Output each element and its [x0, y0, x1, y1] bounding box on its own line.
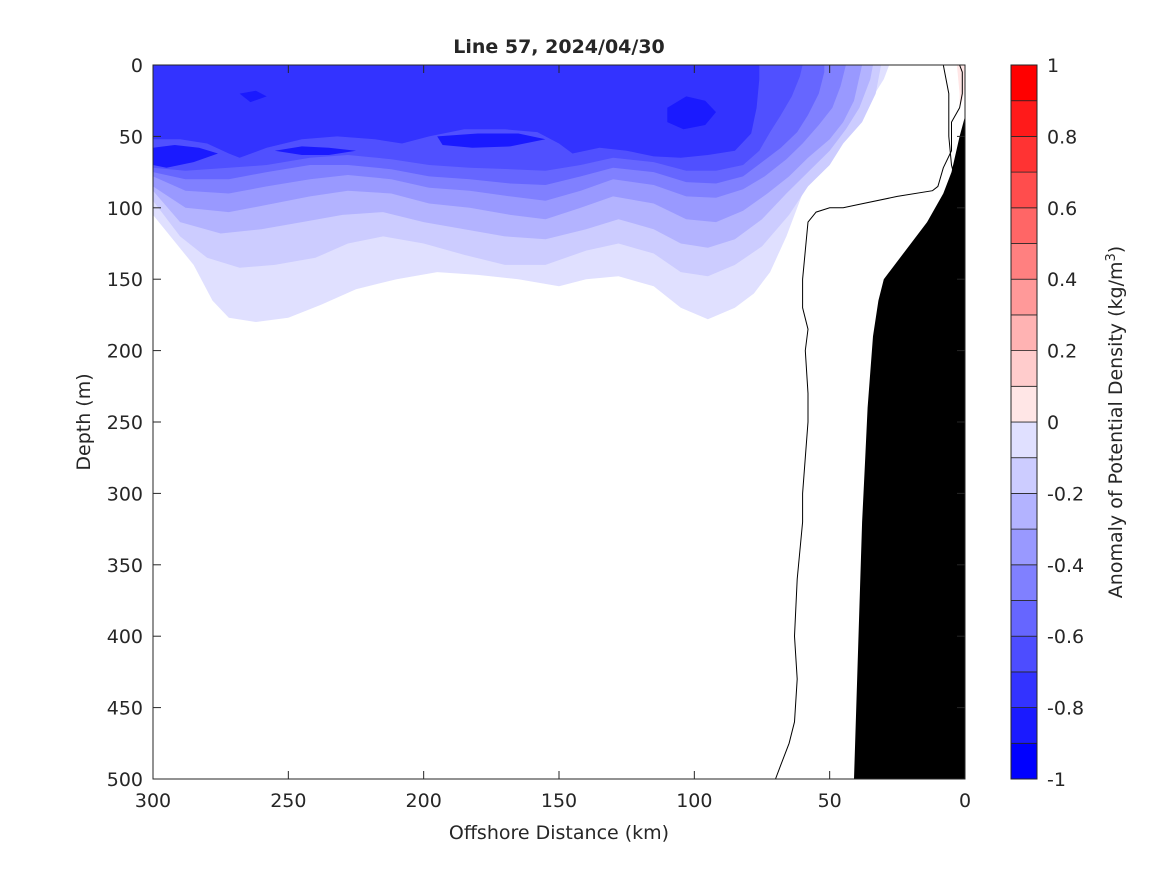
y-tick-label: 50 — [119, 126, 143, 148]
x-tick-label: 300 — [135, 790, 171, 812]
contour-level-0p1-14 — [956, 65, 965, 108]
colorbar-frame — [1010, 64, 1038, 780]
zero-contour-line-nearshore — [942, 64, 961, 194]
zero-contour-line — [775, 64, 965, 780]
colorbar-tick-label: 0.4 — [1047, 269, 1077, 291]
colorbar-tick-label: 0.6 — [1047, 198, 1077, 220]
colorbar-tick-label: -0.8 — [1047, 698, 1084, 720]
colorbar-tick-label: 0 — [1047, 412, 1059, 434]
colorbar-band — [1010, 171, 1038, 209]
contour-plot — [153, 65, 965, 437]
bathymetry-layer — [854, 116, 965, 779]
colorbar-band — [1010, 635, 1038, 673]
x-tick-label: 0 — [959, 790, 971, 812]
colorbar-tick-label: -0.2 — [1047, 483, 1084, 505]
colorbar-band — [1010, 600, 1038, 637]
y-tick-label: 250 — [107, 412, 143, 434]
contour-level-neg0p9-11 — [667, 96, 716, 130]
y-tick-label: 400 — [107, 626, 143, 648]
colorbar-band — [1010, 350, 1038, 387]
colorbar-band — [1010, 100, 1038, 137]
colorbar-band — [1010, 457, 1038, 494]
x-tick-label: 250 — [270, 790, 306, 812]
chart-title: Line 57, 2024/04/30 — [453, 36, 665, 58]
y-tick-label: 200 — [107, 341, 143, 363]
colorbar-band — [1010, 564, 1038, 601]
colorbar-label-superscript: 3 — [1104, 253, 1119, 261]
contour-level-neg0p8-7 — [153, 65, 760, 158]
colorbar-band — [1010, 243, 1038, 280]
zero-contour-lines — [775, 64, 965, 780]
colorbar-tick-label: -0.6 — [1047, 626, 1084, 648]
y-tick-label: 450 — [107, 698, 143, 720]
y-tick-label: 500 — [107, 769, 143, 791]
colorbar-band — [1010, 64, 1038, 102]
x-axis-label: Offshore Distance (km) — [449, 822, 669, 844]
colorbar-band — [1010, 707, 1038, 744]
x-tick-label: 200 — [406, 790, 442, 812]
contour-level-neg0p9-8 — [153, 145, 218, 168]
contour-level-neg0p9-12 — [239, 90, 267, 103]
colorbar-band — [1010, 492, 1038, 530]
y-tick-label: 0 — [131, 55, 143, 77]
colorbar-label-end: ) — [1105, 246, 1127, 253]
colorbar: 1 0.8 0.6 0.4 0.2 0 -0.2 -0.4 -0.6 -0.8 -1 — [1010, 55, 1084, 791]
colorbar-band — [1010, 421, 1038, 459]
colorbar-band — [1010, 207, 1038, 244]
colorbar-tick-label: -0.4 — [1047, 555, 1084, 577]
colorbar-band — [1010, 135, 1038, 173]
colorbar-band — [1010, 385, 1038, 423]
x-axis-ticks: 300 250 200 150 100 50 0 — [135, 65, 971, 812]
x-tick-label: 100 — [676, 790, 712, 812]
y-tick-label: 100 — [107, 198, 143, 220]
colorbar-band — [1010, 671, 1038, 709]
y-axis-label: Depth (m) — [73, 373, 95, 470]
colorbar-band — [1010, 314, 1038, 351]
colorbar-tick-label: 0.8 — [1047, 126, 1077, 148]
colorbar-band — [1010, 742, 1038, 780]
y-tick-label: 300 — [107, 483, 143, 505]
colorbar-tick-label: 1 — [1047, 55, 1059, 77]
seafloor-shape — [854, 116, 965, 779]
y-axis-ticks: 0 50 100 150 200 250 300 350 400 450 500 — [107, 55, 965, 791]
contour-level-neg0p9-10 — [437, 133, 546, 148]
colorbar-band — [1010, 278, 1038, 316]
colorbar-tick-label: -1 — [1047, 769, 1066, 791]
y-tick-label: 350 — [107, 555, 143, 577]
x-tick-label: 150 — [541, 790, 577, 812]
colorbar-tick-label: 0.2 — [1047, 341, 1077, 363]
colorbar-band — [1010, 528, 1038, 566]
contour-level-neg0p9-9 — [274, 146, 356, 155]
x-tick-label: 50 — [818, 790, 842, 812]
y-tick-label: 150 — [107, 269, 143, 291]
colorbar-label: Anomaly of Potential Density (kg/m3) — [1104, 246, 1127, 598]
colorbar-label-text: Anomaly of Potential Density (kg/m — [1105, 262, 1127, 599]
